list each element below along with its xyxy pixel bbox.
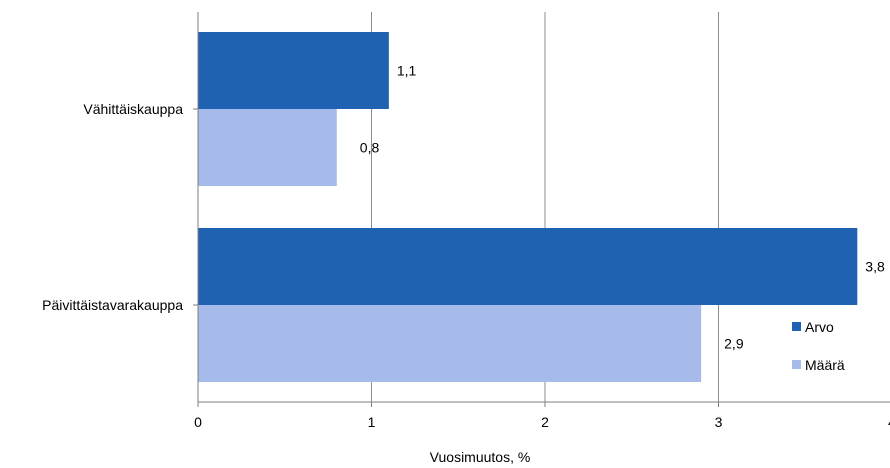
legend-label: Määrä (805, 357, 845, 373)
x-tick-label: 3 (715, 414, 723, 430)
data-label: 1,1 (397, 63, 417, 79)
legend-label: Arvo (805, 319, 834, 335)
bars (198, 32, 858, 382)
x-tick-label: 2 (541, 414, 549, 430)
data-label: 3,8 (865, 259, 885, 275)
x-tick-labels: 0 1 2 3 4 (194, 402, 890, 430)
category-label: Päivittäistavarakauppa (42, 297, 183, 313)
x-tick-label: 1 (368, 414, 376, 430)
legend: Arvo Määrä (792, 319, 845, 373)
bar-arvo-1 (198, 32, 389, 109)
x-axis-title: Vuosimuutos, % (430, 449, 531, 465)
bar-arvo-2 (198, 228, 858, 305)
x-tick-label: 4 (888, 414, 890, 430)
data-label: 2,9 (724, 336, 744, 352)
legend-swatch (792, 322, 801, 331)
legend-swatch (792, 360, 801, 369)
category-labels: Vähittäiskauppa Päivittäistavarakauppa (42, 101, 198, 313)
data-labels: 1,1 0,8 3,8 2,9 (360, 63, 885, 352)
bar-m-r--2 (198, 305, 702, 382)
category-label: Vähittäiskauppa (83, 101, 183, 117)
data-label: 0,8 (360, 140, 380, 156)
bar-m-r--1 (198, 109, 337, 186)
axes (197, 12, 890, 403)
x-tick-label: 0 (194, 414, 202, 430)
